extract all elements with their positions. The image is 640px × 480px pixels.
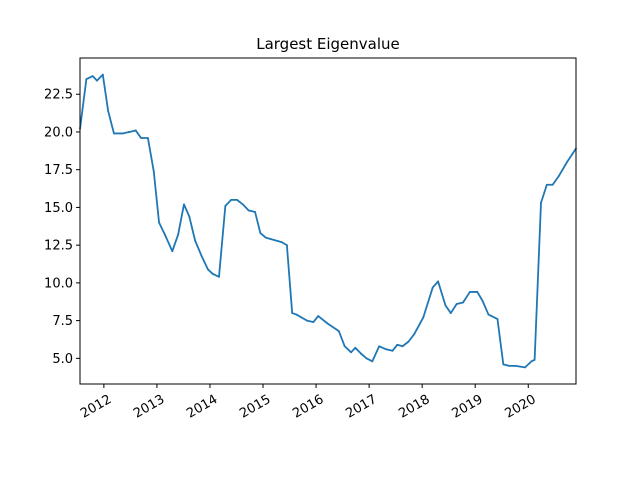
data-point [91,75,94,78]
data-point [385,348,387,351]
data-point [524,366,526,369]
data-point [437,280,439,283]
data-point [350,351,352,354]
y-tick-label: 7.5 [52,314,73,329]
data-point [200,254,203,257]
data-point [183,203,185,206]
data-point [264,236,267,239]
data-point [285,244,288,247]
data-point [502,363,505,366]
data-point [85,78,88,81]
data-point [128,131,131,133]
data-point [230,198,233,201]
data-point [481,300,484,302]
y-tick-label: 17.5 [44,163,73,178]
data-point [545,183,548,186]
data-point [177,233,180,236]
data-point [360,352,363,355]
data-point [401,345,404,348]
data-point [326,322,329,325]
data-point [487,313,490,316]
data-point [455,303,458,305]
data-point [476,291,479,293]
data-point [236,198,238,201]
data-point [444,304,447,307]
data-point [140,137,142,139]
data-point [317,315,320,317]
data-point [365,357,368,360]
plot-area [79,73,577,369]
data-point [391,349,394,352]
data-point [247,209,250,212]
data-point [407,340,410,343]
data-point [158,221,160,224]
data-point [396,343,399,346]
data-point [134,129,137,132]
data-point [171,250,174,253]
data-point [280,241,283,244]
data-point [312,321,315,324]
data-point [354,346,357,349]
data-point [462,301,464,304]
data-point [343,345,346,348]
data-point [371,360,374,363]
data-point [533,358,536,361]
data-point [291,312,294,314]
data-point [514,364,517,367]
data-point [113,132,115,135]
data-point [218,275,220,278]
data-point [96,79,98,82]
data-point [188,215,191,218]
data-point [337,330,340,333]
data-point [431,286,434,289]
data-point [378,345,381,348]
y-tick-label: 15.0 [44,201,73,216]
data-point [254,211,256,213]
data-point [540,201,542,204]
data-point [530,360,533,363]
plot-frame [79,57,577,385]
data-point [449,312,452,314]
data-point [566,161,568,164]
data-point [496,318,499,321]
y-tick-label: 12.5 [44,239,73,254]
data-point [152,170,155,173]
data-point [211,272,214,275]
data-point [121,132,124,135]
data-point [241,203,244,206]
data-point [469,291,471,293]
y-tick-label: 20.0 [44,125,73,140]
y-tick-label: 10.0 [44,276,73,291]
data-point [551,183,554,186]
data-point [306,319,308,322]
data-point [508,364,511,367]
data-point [107,109,110,112]
y-tick-label: 22.5 [44,88,73,103]
y-tick-label: 5.0 [52,352,73,367]
data-point [422,316,425,319]
data-point [295,313,298,316]
data-point [558,174,560,177]
y-axis: 5.0 7.5 10.0 12.5 15.0 17.5 20.0 22.5 [44,88,80,367]
data-point [224,205,227,207]
data-point [206,268,209,271]
data-point [259,232,262,234]
data-point [163,233,166,236]
data-point [194,239,197,242]
data-point [413,333,416,336]
chart-title: Largest Eigenvalue [256,35,400,53]
data-point [101,73,104,76]
data-point [147,137,149,139]
data-point [270,238,272,241]
